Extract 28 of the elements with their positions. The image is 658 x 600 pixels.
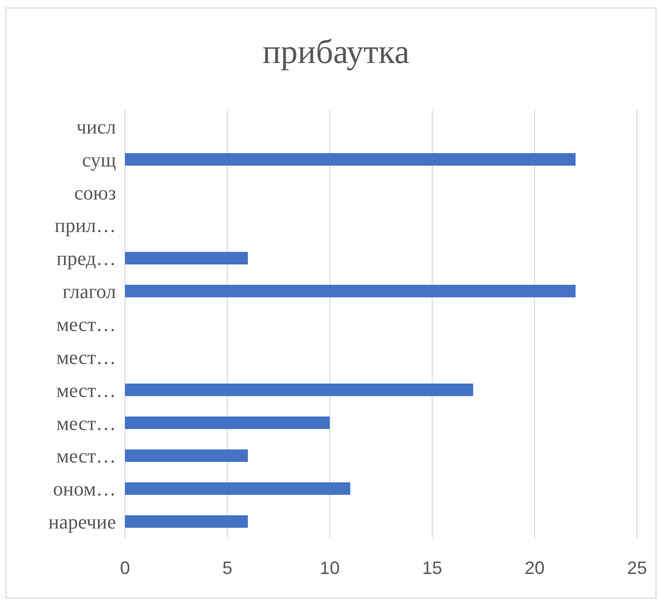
y-tick-label: глагол — [62, 281, 116, 304]
y-tick-label: мест… — [56, 446, 116, 468]
bar — [125, 284, 576, 298]
y-tick-label: мест… — [56, 346, 116, 369]
y-tick-label: прил… — [54, 215, 116, 238]
x-tick-label: 15 — [422, 558, 442, 578]
bar — [125, 252, 248, 264]
y-tick-label: наречие — [48, 512, 116, 534]
x-tick-label: 5 — [222, 558, 232, 578]
x-tick-label: 10 — [320, 558, 340, 578]
y-tick-label: оном… — [53, 478, 116, 501]
bar — [125, 449, 248, 462]
x-tick-label: 0 — [120, 558, 130, 578]
x-tick-label: 25 — [626, 558, 648, 578]
y-tick-label: союз — [74, 182, 116, 204]
bar — [125, 153, 576, 166]
y-tick-label: мест… — [56, 412, 116, 435]
bar — [125, 384, 474, 396]
y-tick-label: сущ — [82, 149, 116, 172]
y-tick-label: пред… — [56, 248, 116, 270]
y-tick-label: мест… — [56, 380, 116, 402]
chart-title: прибаутка — [262, 34, 410, 71]
x-tick-label: 20 — [524, 558, 545, 578]
y-tick-label: числ — [76, 116, 116, 138]
y-tick-label: мест… — [56, 314, 116, 336]
bar — [125, 416, 330, 430]
bar — [125, 482, 350, 495]
bar — [125, 515, 248, 528]
